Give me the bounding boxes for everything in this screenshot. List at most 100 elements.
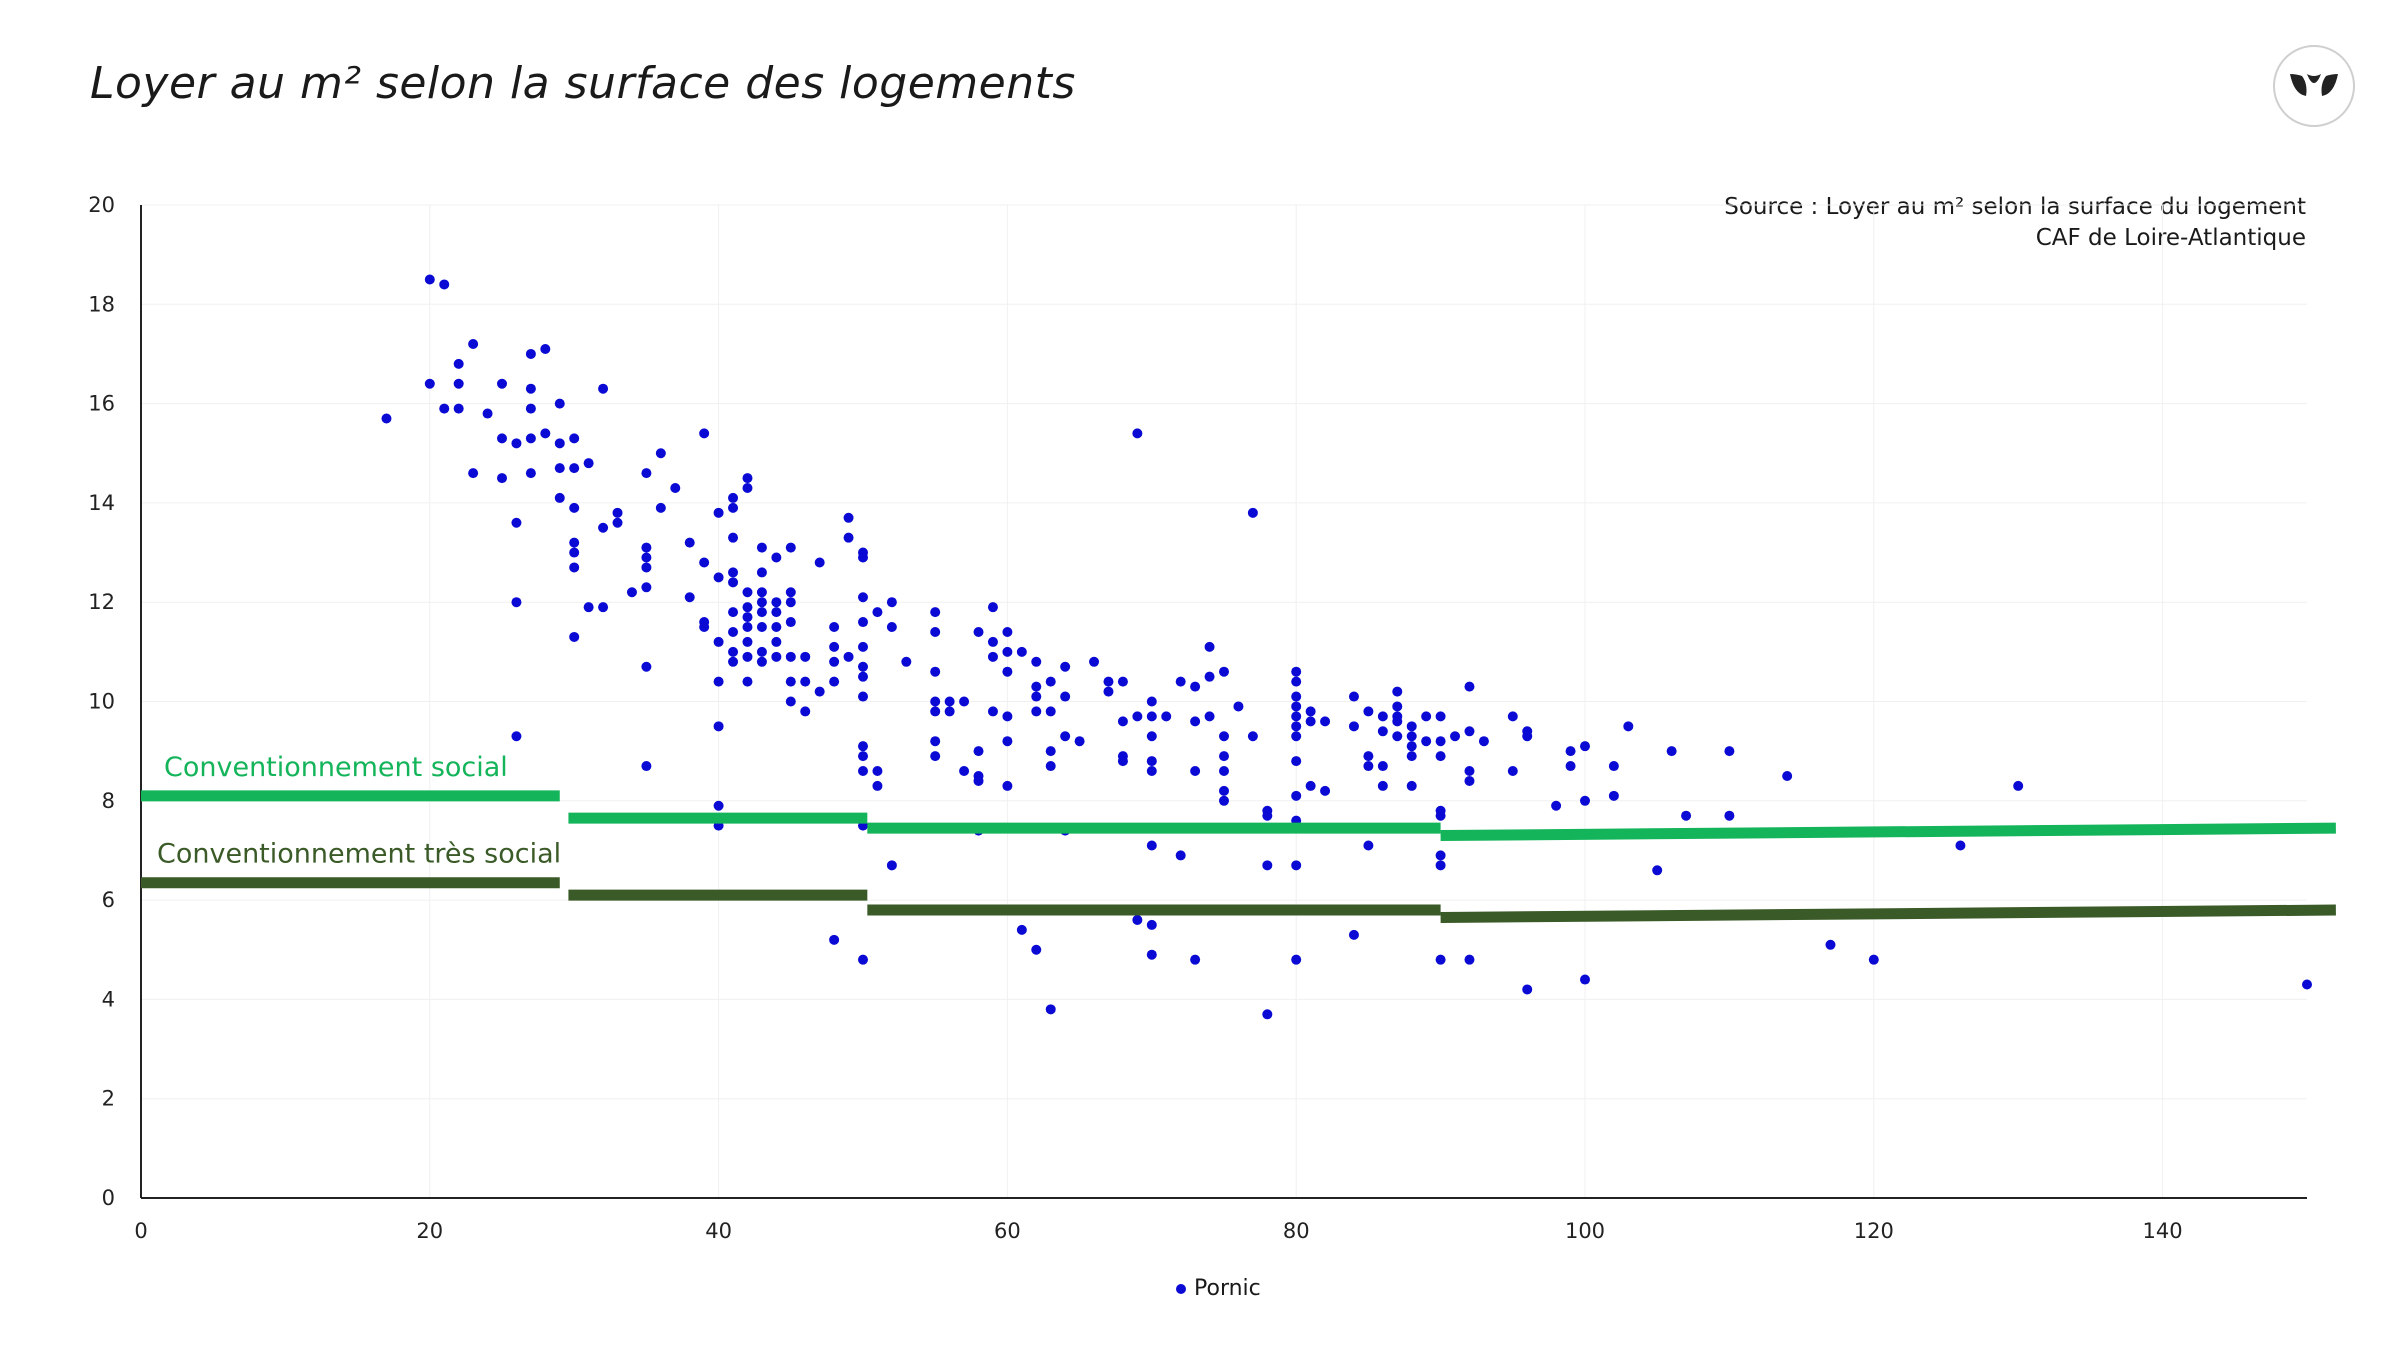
y-tick-label: 8 (102, 789, 115, 813)
data-point (843, 651, 854, 662)
data-point (858, 766, 868, 777)
data-point (785, 542, 796, 553)
data-point (1146, 949, 1157, 960)
data-point (728, 577, 739, 588)
data-point (1464, 766, 1475, 777)
data-point (1219, 795, 1229, 806)
data-point (742, 651, 753, 662)
data-point (1580, 795, 1590, 806)
data-point (612, 507, 623, 518)
data-point (886, 622, 897, 633)
data-point (742, 473, 753, 484)
data-point (525, 383, 536, 394)
data-point (800, 706, 811, 717)
data-point (858, 691, 868, 702)
data-point (583, 602, 594, 613)
data-point (1219, 785, 1229, 796)
data-point (583, 458, 594, 469)
data-point (1348, 691, 1359, 702)
data-point (1291, 711, 1302, 722)
data-point (713, 572, 724, 583)
data-point (1291, 666, 1302, 677)
data-point (1363, 761, 1374, 772)
data-point (756, 607, 767, 618)
data-point (901, 656, 912, 667)
data-point (1247, 731, 1258, 742)
data-point (1464, 681, 1475, 692)
data-point (612, 517, 623, 528)
data-point (540, 343, 551, 354)
data-point (872, 607, 883, 618)
data-point (1825, 939, 1836, 950)
data-point (756, 622, 767, 633)
data-point (1623, 721, 1634, 732)
data-point (1016, 646, 1027, 657)
data-point (1291, 790, 1302, 801)
data-point (1305, 706, 1316, 717)
data-point (1320, 785, 1331, 796)
data-point (1002, 666, 1013, 677)
data-point (742, 636, 753, 647)
data-point (959, 766, 970, 777)
data-point (886, 597, 897, 608)
data-point (1060, 731, 1071, 742)
data-point (598, 383, 609, 394)
data-point (626, 587, 637, 598)
data-point (1190, 681, 1201, 692)
data-point (1406, 741, 1417, 752)
data-point (800, 676, 811, 687)
source-line-2: CAF de Loire-Atlantique (2035, 225, 2306, 251)
x-tick-label: 60 (994, 1219, 1021, 1243)
data-point (800, 651, 811, 662)
data-point (1392, 686, 1403, 697)
data-point (728, 567, 739, 578)
data-point (1522, 731, 1533, 742)
data-point (930, 751, 941, 762)
data-point (785, 587, 796, 598)
data-point (1132, 914, 1143, 925)
x-tick-label: 0 (134, 1219, 147, 1243)
data-point (641, 761, 652, 772)
data-point (728, 656, 739, 667)
data-point (511, 597, 522, 608)
data-point (829, 934, 840, 945)
data-point (728, 502, 739, 513)
data-point (1002, 736, 1013, 747)
data-point (785, 617, 796, 628)
reference-line-label: Conventionnement très social (157, 839, 561, 870)
data-point (1031, 706, 1042, 717)
data-point (670, 483, 681, 494)
data-point (1045, 676, 1056, 687)
reference-line-segment (1440, 822, 2336, 842)
data-point (1435, 860, 1446, 871)
data-point (1464, 954, 1475, 965)
data-point (655, 448, 666, 459)
data-point (468, 339, 479, 350)
data-point (655, 502, 666, 513)
data-point (1406, 731, 1417, 742)
data-point (1262, 1009, 1273, 1020)
x-tick-label: 120 (1854, 1219, 1894, 1243)
data-point (1435, 850, 1446, 861)
data-point (1146, 696, 1157, 707)
data-point (1190, 766, 1201, 777)
x-tick-label: 80 (1283, 1219, 1310, 1243)
data-point (1291, 676, 1302, 687)
data-point (1117, 716, 1128, 727)
data-point (1406, 780, 1417, 791)
data-point (1031, 944, 1042, 955)
data-point (728, 646, 739, 657)
data-point (1377, 780, 1388, 791)
data-point (1031, 656, 1042, 667)
data-point (1117, 676, 1128, 687)
data-point (1002, 626, 1013, 637)
data-point (713, 636, 724, 647)
data-point (1089, 656, 1100, 667)
data-point (569, 537, 580, 548)
data-point (858, 741, 868, 752)
data-point (771, 552, 782, 563)
leaf-logo-icon (2273, 45, 2355, 127)
data-point (1117, 756, 1128, 767)
data-point (1262, 860, 1273, 871)
data-point (771, 607, 782, 618)
